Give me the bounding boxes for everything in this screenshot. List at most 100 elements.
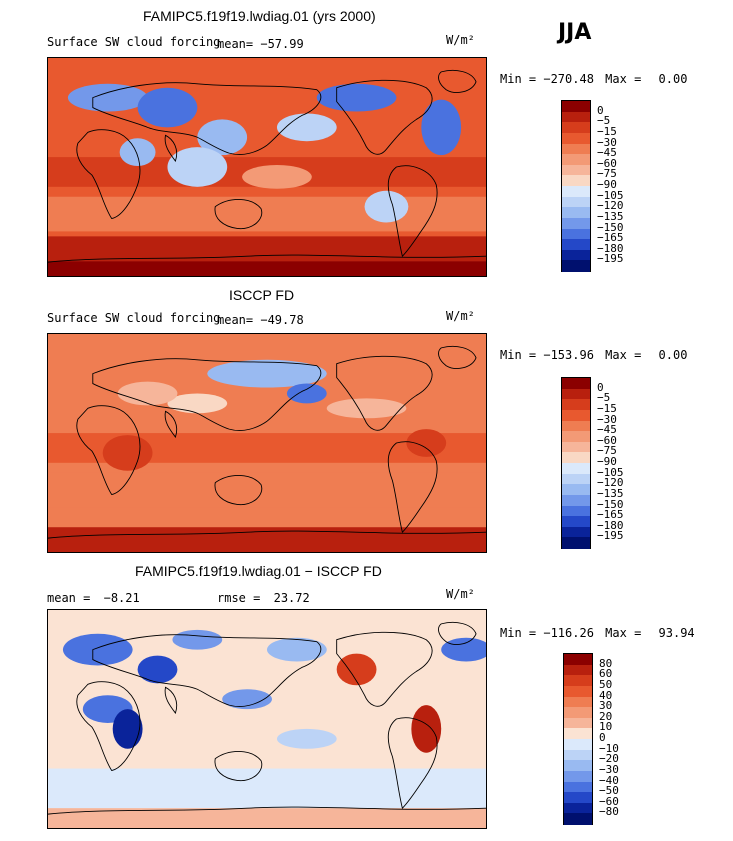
colorbar-segment bbox=[564, 685, 592, 697]
coastline bbox=[438, 345, 477, 369]
panel-2-mean: mean= −49.78 bbox=[217, 313, 304, 327]
colorbar-segment bbox=[564, 675, 592, 687]
panel-1-mean-value: −57.99 bbox=[260, 37, 304, 51]
coastline bbox=[438, 69, 477, 93]
colorbar-segment bbox=[562, 122, 590, 134]
colorbar-segment bbox=[562, 175, 590, 187]
colorbar-tick-label: 20 bbox=[599, 709, 613, 723]
map-shading bbox=[421, 99, 462, 156]
coastline bbox=[76, 681, 141, 772]
colorbar-tick-label: −30 bbox=[597, 135, 617, 149]
colorbar-segment bbox=[562, 409, 590, 421]
colorbar-segment bbox=[562, 505, 590, 517]
colorbar-tick-label: −135 bbox=[597, 209, 624, 223]
coastline bbox=[336, 355, 433, 431]
colorbar-segment bbox=[562, 217, 590, 229]
colorbar-tick-label: −180 bbox=[597, 241, 624, 255]
coastline bbox=[76, 129, 141, 220]
colorbar-tick-label: −120 bbox=[597, 199, 624, 213]
panel-2-title: ISCCP FD bbox=[229, 287, 295, 303]
coastline bbox=[387, 165, 438, 258]
colorbar-segment bbox=[562, 196, 590, 208]
panel-3-units: W/m² bbox=[446, 587, 475, 601]
colorbar-segment bbox=[562, 537, 590, 549]
colorbar-tick-label: −195 bbox=[597, 529, 624, 543]
map-shading bbox=[167, 393, 228, 414]
map-shading bbox=[336, 653, 377, 686]
colorbar-segment bbox=[564, 664, 592, 676]
colorbar-tick-label: 80 bbox=[599, 656, 613, 670]
panel-3-mean-value: −8.21 bbox=[103, 591, 140, 605]
coastline bbox=[164, 134, 178, 163]
colorbar-tick-label: −180 bbox=[597, 518, 624, 532]
coastline bbox=[387, 717, 438, 810]
colorbar-segment bbox=[562, 249, 590, 261]
panel-1-units: W/m² bbox=[446, 33, 475, 47]
colorbar-tick-label: −60 bbox=[597, 156, 617, 170]
map-shading bbox=[117, 381, 178, 406]
map-shading bbox=[137, 655, 178, 684]
colorbar-segment bbox=[562, 239, 590, 251]
colorbar-segment bbox=[564, 749, 592, 761]
colorbar-segment bbox=[562, 516, 590, 528]
colorbar-tick-label: 0 bbox=[597, 103, 604, 117]
map-shading bbox=[172, 629, 223, 650]
map-shading-band bbox=[48, 472, 486, 508]
colorbar-segment bbox=[562, 484, 590, 496]
map-shading-band bbox=[48, 527, 486, 552]
map-shading bbox=[406, 429, 447, 457]
panel-2-colorbar bbox=[561, 377, 591, 549]
coastline bbox=[92, 634, 322, 707]
panel-1-title: FAMIPC5.f19f19.lwdiag.01 (yrs 2000) bbox=[143, 8, 376, 24]
panel-3-min-label: Min = bbox=[500, 626, 537, 640]
panel-3-mean-label: mean = bbox=[47, 591, 91, 605]
colorbar-tick-label: −5 bbox=[597, 391, 611, 405]
panel-1-colorbar bbox=[561, 100, 591, 272]
panel-2-units: W/m² bbox=[446, 309, 475, 323]
coastline bbox=[214, 199, 263, 230]
map-shading bbox=[364, 190, 409, 223]
map-shading bbox=[316, 83, 397, 112]
colorbar-segment bbox=[562, 473, 590, 485]
colorbar-tick-label: −15 bbox=[597, 124, 617, 138]
colorbar-segment bbox=[564, 813, 592, 825]
panel-2-variable: Surface SW cloud forcing bbox=[47, 311, 221, 325]
panel-2-min-label: Min = bbox=[500, 348, 537, 362]
map-shading-band bbox=[48, 196, 486, 232]
colorbar-tick-label: 40 bbox=[599, 688, 613, 702]
colorbar-tick-label: 50 bbox=[599, 677, 613, 691]
panel-3-colorbar bbox=[563, 653, 593, 825]
coastline bbox=[438, 621, 477, 645]
colorbar-tick-label: −80 bbox=[599, 805, 619, 819]
colorbar-segment bbox=[562, 399, 590, 411]
colorbar-segment bbox=[562, 260, 590, 272]
coastline bbox=[214, 751, 263, 782]
colorbar-tick-label: −50 bbox=[599, 784, 619, 798]
coastline bbox=[164, 410, 178, 439]
panel-2-max-label: Max = bbox=[605, 348, 642, 362]
panel-2-minmax: Min = −153.96 Max = 0.00 bbox=[500, 348, 687, 362]
map-shading bbox=[102, 435, 153, 471]
colorbar-segment bbox=[562, 207, 590, 219]
map-shading-band bbox=[48, 768, 486, 809]
panel-2-max-value: 0.00 bbox=[658, 348, 688, 362]
colorbar-segment bbox=[564, 696, 592, 708]
coastline bbox=[92, 358, 322, 431]
map-shading bbox=[167, 147, 228, 187]
colorbar-tick-label: −105 bbox=[597, 188, 624, 202]
map-shading-band bbox=[48, 808, 486, 828]
coastline bbox=[214, 475, 263, 506]
colorbar-tick-label: 60 bbox=[599, 667, 613, 681]
panel-1-min-label: Min = bbox=[500, 72, 537, 86]
colorbar-segment bbox=[564, 781, 592, 793]
map-shading-band bbox=[48, 261, 486, 276]
colorbar-segment bbox=[562, 431, 590, 443]
colorbar-segment bbox=[564, 792, 592, 804]
map-shading bbox=[276, 113, 337, 142]
map-shading bbox=[67, 83, 148, 112]
coastline bbox=[336, 631, 433, 707]
panel-1-mean: mean= −57.99 bbox=[217, 37, 304, 51]
coastline bbox=[336, 79, 433, 155]
colorbar-tick-label: −135 bbox=[597, 486, 624, 500]
colorbar-tick-label: −105 bbox=[597, 465, 624, 479]
